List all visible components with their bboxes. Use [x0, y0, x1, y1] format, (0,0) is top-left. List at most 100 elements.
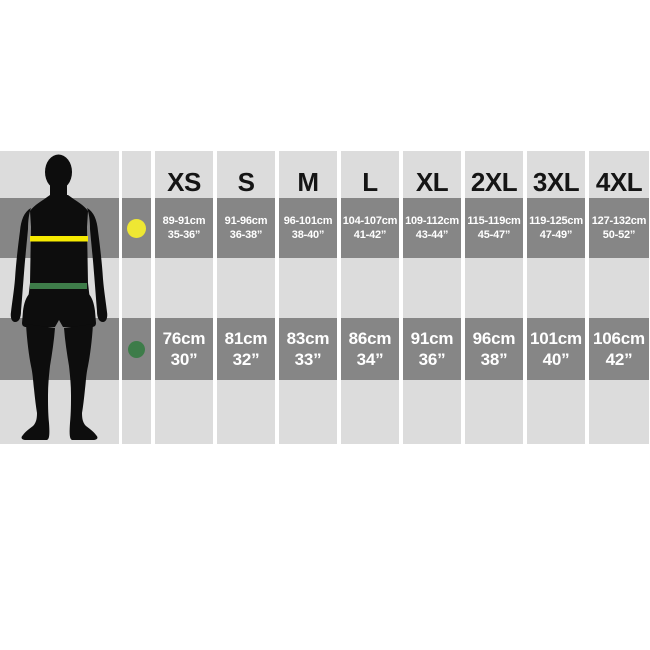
size-header-l: L [341, 151, 399, 198]
chest-cm-xl: 109-112cm [405, 215, 459, 227]
waist-cell-s: 81cm 32” [217, 318, 275, 380]
chest-indicator-cell [122, 198, 151, 258]
green-dot-icon [128, 340, 145, 358]
size-label-xl: XL [415, 167, 449, 197]
waist-cm-m: 83cm [286, 329, 330, 348]
size-column-3xl: 3XL 119-125cm 47-49” 101cm 40” [527, 151, 585, 444]
chest-in-s: 36-38” [229, 229, 263, 241]
size-label-m: M [297, 167, 319, 197]
waist-cm-2xl: 96cm [472, 329, 516, 348]
waist-cell-xl: 91cm 36” [403, 318, 461, 380]
waist-in-xs: 30” [170, 350, 198, 369]
waist-cm-3xl: 101cm [530, 329, 582, 348]
bottom-cell-2xl [465, 380, 523, 444]
figure-header-cell [0, 151, 119, 198]
chest-in-xl: 43-44” [415, 229, 449, 241]
waist-cell-3xl: 101cm 40” [527, 318, 585, 380]
chest-in-2xl: 45-47” [477, 229, 511, 241]
chest-in-m: 38-40” [291, 229, 325, 241]
size-label-3xl: 3XL [532, 167, 580, 197]
bottom-cell-m [279, 380, 337, 444]
figure-waist-band-row [0, 318, 119, 380]
gap-cell-m [279, 258, 337, 318]
chest-cell-s: 91-96cm 36-38” [217, 198, 275, 258]
gap-cell-xs [155, 258, 213, 318]
waist-in-3xl: 40” [542, 350, 570, 369]
size-column-s: S 91-96cm 36-38” 81cm 32” [217, 151, 275, 444]
indicator-bottom-cell [122, 380, 151, 444]
waist-in-s: 32” [232, 350, 260, 369]
chest-in-3xl: 47-49” [539, 229, 573, 241]
size-header-s: S [217, 151, 275, 198]
bottom-cell-xs [155, 380, 213, 444]
waist-cell-2xl: 96cm 38” [465, 318, 523, 380]
size-label-2xl: 2XL [470, 167, 518, 197]
chest-cell-l: 104-107cm 41-42” [341, 198, 399, 258]
size-column-2xl: 2XL 115-119cm 45-47” 96cm 38” [465, 151, 523, 444]
chest-cm-xs: 89-91cm [162, 215, 206, 227]
bottom-cell-s [217, 380, 275, 444]
size-column-xl: XL 109-112cm 43-44” 91cm 36” [403, 151, 461, 444]
chest-cell-xl: 109-112cm 43-44” [403, 198, 461, 258]
size-header-2xl: 2XL [465, 151, 523, 198]
waist-cell-xs: 76cm 30” [155, 318, 213, 380]
gap-cell-2xl [465, 258, 523, 318]
waist-in-l: 34” [356, 350, 384, 369]
chest-cell-3xl: 119-125cm 47-49” [527, 198, 585, 258]
chest-cm-s: 91-96cm [224, 215, 268, 227]
chest-in-xs: 35-36” [167, 229, 201, 241]
chest-cell-4xl: 127-132cm 50-52” [589, 198, 649, 258]
chest-cell-m: 96-101cm 38-40” [279, 198, 337, 258]
size-column-4xl: 4XL 127-132cm 50-52” 106cm 42” [589, 151, 649, 444]
chest-cell-2xl: 115-119cm 45-47” [465, 198, 523, 258]
size-label-xs: XS [167, 167, 201, 197]
yellow-dot-icon [127, 218, 146, 238]
size-column-l: L 104-107cm 41-42” 86cm 34” [341, 151, 399, 444]
size-label-s: S [237, 167, 255, 197]
size-label-4xl: 4XL [595, 167, 643, 197]
waist-cm-xs: 76cm [162, 329, 206, 348]
indicator-header-cell [122, 151, 151, 198]
figure-column [0, 151, 119, 444]
chest-in-4xl: 50-52” [602, 229, 636, 241]
figure-chest-band-row [0, 198, 119, 258]
size-column-xs: XS 89-91cm 35-36” 76cm 30” [155, 151, 213, 444]
chest-cm-l: 104-107cm [342, 215, 398, 227]
waist-cm-4xl: 106cm [593, 329, 645, 348]
chest-cm-3xl: 119-125cm [529, 215, 583, 227]
gap-cell-l [341, 258, 399, 318]
waist-cell-l: 86cm 34” [341, 318, 399, 380]
waist-cm-xl: 91cm [410, 329, 454, 348]
size-label-l: L [362, 167, 378, 197]
gap-cell-s [217, 258, 275, 318]
waist-cell-4xl: 106cm 42” [589, 318, 649, 380]
waist-in-2xl: 38” [480, 350, 508, 369]
waist-in-4xl: 42” [605, 350, 633, 369]
size-header-m: M [279, 151, 337, 198]
gap-cell-4xl [589, 258, 649, 318]
size-column-m: M 96-101cm 38-40” 83cm 33” [279, 151, 337, 444]
gap-cell-xl [403, 258, 461, 318]
size-header-4xl: 4XL [589, 151, 649, 198]
bottom-cell-3xl [527, 380, 585, 444]
waist-in-xl: 36” [418, 350, 446, 369]
size-chart: XS 89-91cm 35-36” 76cm 30” S 91-96cm 36-… [0, 151, 650, 444]
bottom-cell-l [341, 380, 399, 444]
size-header-xs: XS [155, 151, 213, 198]
figure-gap-row [0, 258, 119, 318]
indicator-column [122, 151, 151, 444]
indicator-gap-cell [122, 258, 151, 318]
waist-in-m: 33” [294, 350, 322, 369]
waist-indicator-cell [122, 318, 151, 380]
chest-cm-2xl: 115-119cm [467, 215, 521, 227]
chest-cm-4xl: 127-132cm [591, 215, 647, 227]
waist-cm-s: 81cm [224, 329, 268, 348]
gap-cell-3xl [527, 258, 585, 318]
waist-cm-l: 86cm [348, 329, 392, 348]
bottom-cell-xl [403, 380, 461, 444]
size-header-3xl: 3XL [527, 151, 585, 198]
chest-cm-m: 96-101cm [283, 215, 333, 227]
waist-cell-m: 83cm 33” [279, 318, 337, 380]
figure-bottom-row [0, 380, 119, 444]
bottom-cell-4xl [589, 380, 649, 444]
